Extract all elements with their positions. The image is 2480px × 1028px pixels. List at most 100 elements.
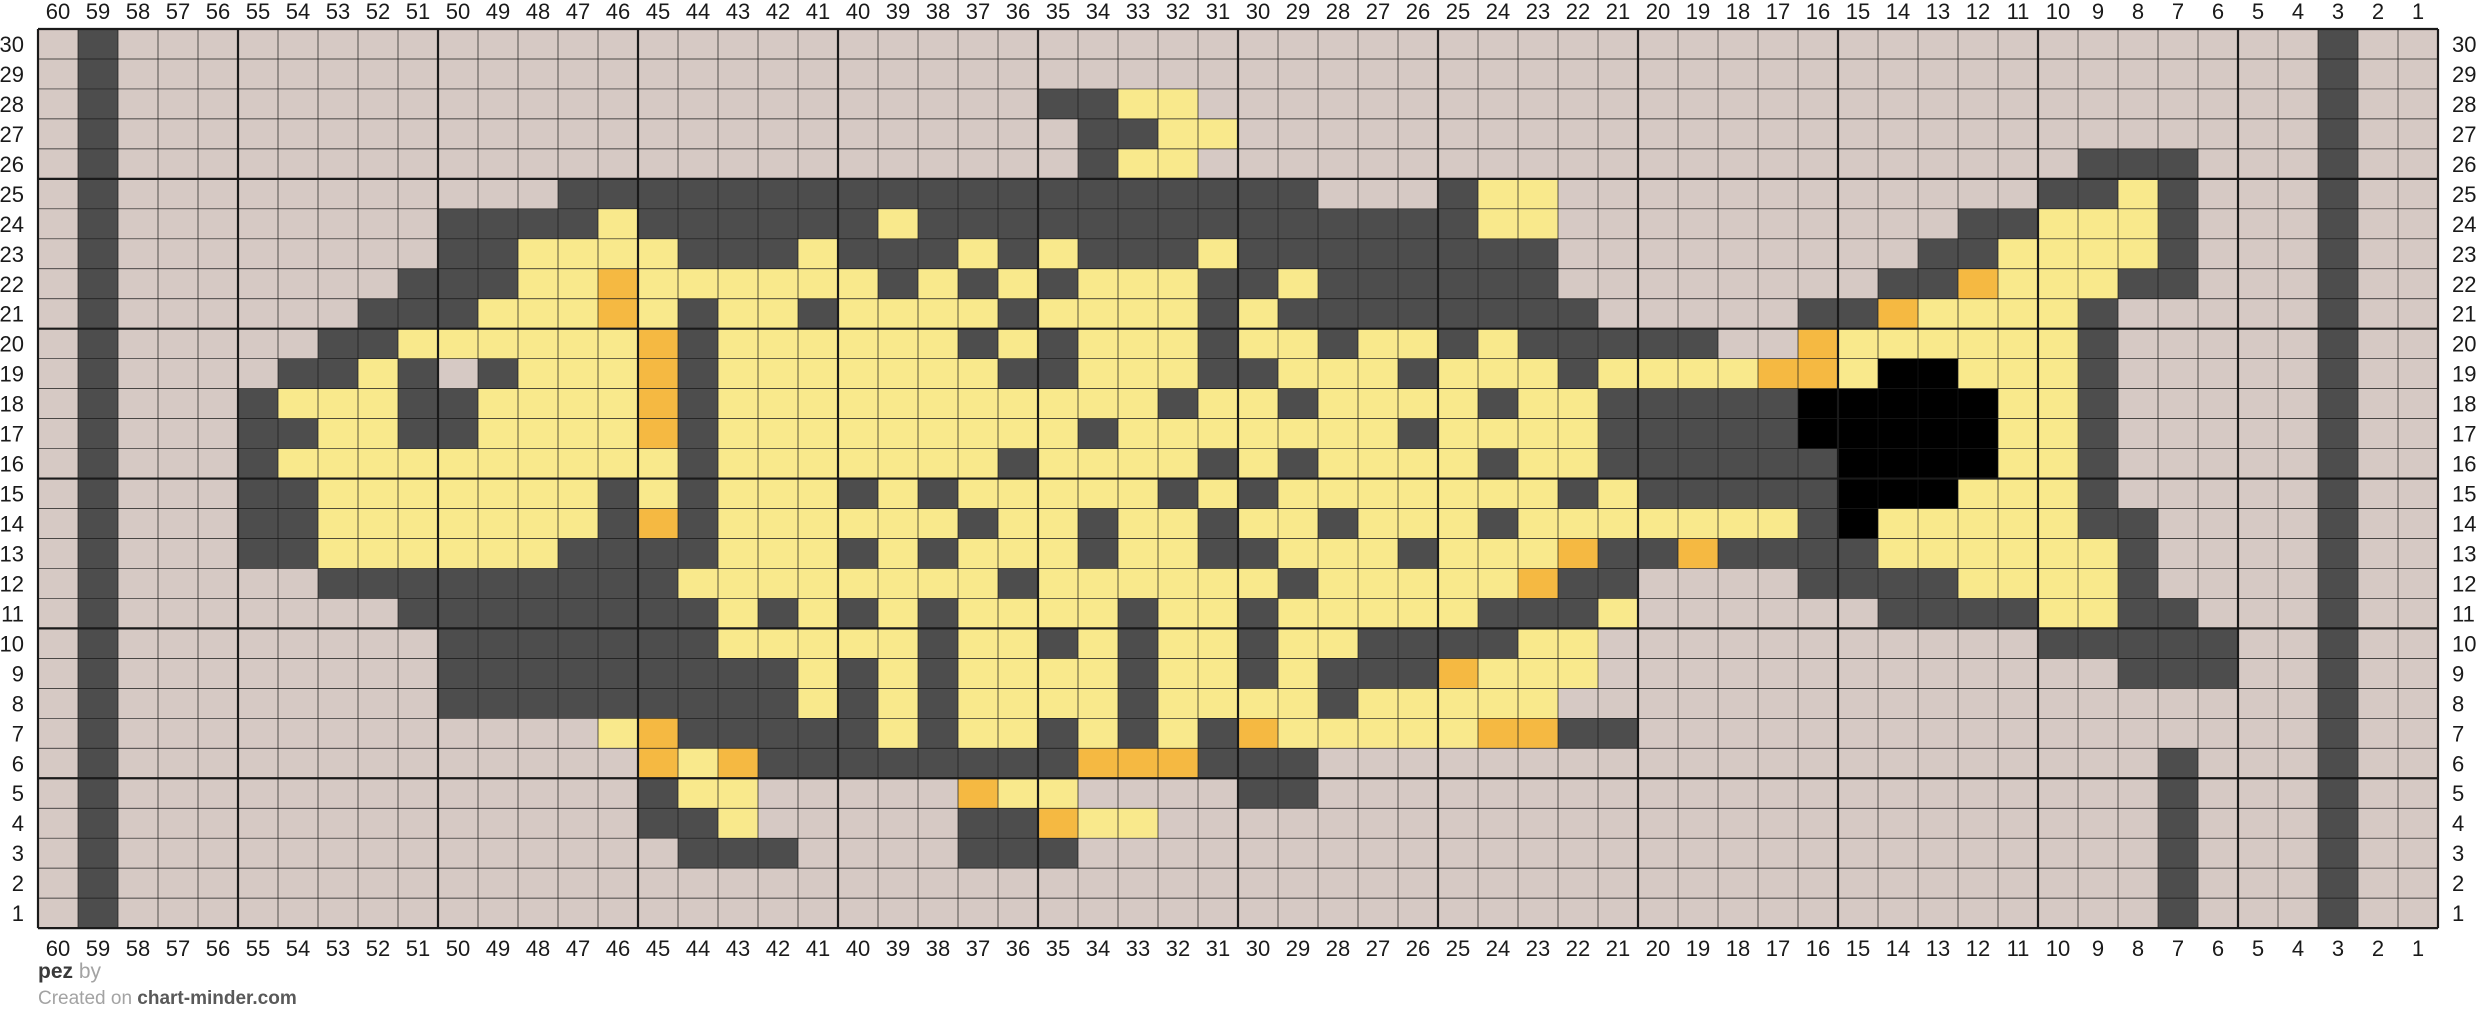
svg-text:29: 29 [2452,62,2476,87]
svg-text:17: 17 [0,422,24,447]
svg-text:5: 5 [2452,781,2464,806]
svg-text:7: 7 [2172,936,2184,961]
svg-text:15: 15 [0,482,24,507]
svg-text:37: 37 [966,936,990,961]
svg-text:53: 53 [326,0,350,24]
svg-text:42: 42 [766,936,790,961]
svg-text:21: 21 [2452,302,2476,327]
svg-text:23: 23 [1526,0,1550,24]
svg-text:18: 18 [0,392,24,417]
svg-text:34: 34 [1086,0,1110,24]
svg-text:9: 9 [2092,936,2104,961]
svg-text:24: 24 [2452,212,2476,237]
svg-text:58: 58 [126,936,150,961]
svg-text:47: 47 [566,0,590,24]
svg-text:2: 2 [2452,871,2464,896]
svg-text:15: 15 [1846,0,1870,24]
svg-text:7: 7 [2452,721,2464,746]
svg-text:52: 52 [366,0,390,24]
svg-text:19: 19 [1686,0,1710,24]
svg-text:59: 59 [86,936,110,961]
svg-text:56: 56 [206,0,230,24]
svg-text:13: 13 [2452,541,2476,566]
svg-text:13: 13 [1926,936,1950,961]
svg-text:28: 28 [1326,0,1350,24]
svg-text:5: 5 [2252,936,2264,961]
svg-text:6: 6 [2212,936,2224,961]
svg-text:28: 28 [2452,92,2476,117]
svg-text:24: 24 [1486,936,1510,961]
svg-text:10: 10 [2046,0,2070,24]
svg-text:56: 56 [206,936,230,961]
svg-text:8: 8 [2132,0,2144,24]
svg-text:35: 35 [1046,936,1070,961]
svg-text:33: 33 [1126,0,1150,24]
svg-text:1: 1 [2452,901,2464,926]
svg-text:26: 26 [2452,152,2476,177]
svg-text:52: 52 [366,936,390,961]
svg-text:39: 39 [886,936,910,961]
svg-text:59: 59 [86,0,110,24]
svg-text:8: 8 [12,691,24,716]
svg-text:24: 24 [0,212,24,237]
svg-text:21: 21 [0,302,24,327]
svg-text:20: 20 [2452,332,2476,357]
svg-text:10: 10 [0,631,24,656]
svg-text:27: 27 [0,122,24,147]
svg-text:9: 9 [12,661,24,686]
svg-text:24: 24 [1486,0,1510,24]
svg-text:22: 22 [2452,272,2476,297]
svg-text:14: 14 [1886,0,1910,24]
svg-text:12: 12 [1966,0,1990,24]
svg-text:17: 17 [2452,422,2476,447]
svg-text:28: 28 [1326,936,1350,961]
svg-text:3: 3 [2332,0,2344,24]
svg-text:22: 22 [0,272,24,297]
svg-text:58: 58 [126,0,150,24]
svg-text:16: 16 [1806,936,1830,961]
svg-text:44: 44 [686,936,710,961]
svg-text:15: 15 [2452,482,2476,507]
svg-text:31: 31 [1206,936,1230,961]
svg-text:20: 20 [1646,0,1670,24]
svg-text:21: 21 [1606,0,1630,24]
svg-text:30: 30 [1246,936,1270,961]
svg-text:55: 55 [246,0,270,24]
svg-text:18: 18 [1726,0,1750,24]
svg-text:54: 54 [286,936,310,961]
svg-text:9: 9 [2092,0,2104,24]
svg-text:4: 4 [2452,811,2464,836]
svg-text:41: 41 [806,936,830,961]
svg-text:46: 46 [606,936,630,961]
svg-text:32: 32 [1166,0,1190,24]
svg-text:20: 20 [1646,936,1670,961]
svg-text:31: 31 [1206,0,1230,24]
svg-text:19: 19 [0,362,24,387]
svg-text:40: 40 [846,936,870,961]
svg-text:1: 1 [2412,0,2424,24]
svg-text:19: 19 [1686,936,1710,961]
svg-text:8: 8 [2452,691,2464,716]
svg-text:11: 11 [2452,601,2475,626]
svg-text:53: 53 [326,936,350,961]
svg-text:15: 15 [1846,936,1870,961]
svg-text:23: 23 [1526,936,1550,961]
svg-text:1: 1 [12,901,24,926]
svg-text:7: 7 [2172,0,2184,24]
svg-text:26: 26 [1406,936,1430,961]
svg-text:37: 37 [966,0,990,24]
svg-text:16: 16 [2452,452,2476,477]
svg-text:22: 22 [1566,0,1590,24]
svg-text:34: 34 [1086,936,1110,961]
svg-text:pez by: pez by [38,960,102,983]
svg-text:47: 47 [566,936,590,961]
svg-text:43: 43 [726,0,750,24]
svg-text:27: 27 [1366,0,1390,24]
svg-text:4: 4 [2292,936,2304,961]
svg-text:50: 50 [446,936,470,961]
svg-text:38: 38 [926,936,950,961]
svg-text:3: 3 [12,841,24,866]
svg-text:26: 26 [1406,0,1430,24]
svg-text:36: 36 [1006,0,1030,24]
svg-text:16: 16 [1806,0,1830,24]
